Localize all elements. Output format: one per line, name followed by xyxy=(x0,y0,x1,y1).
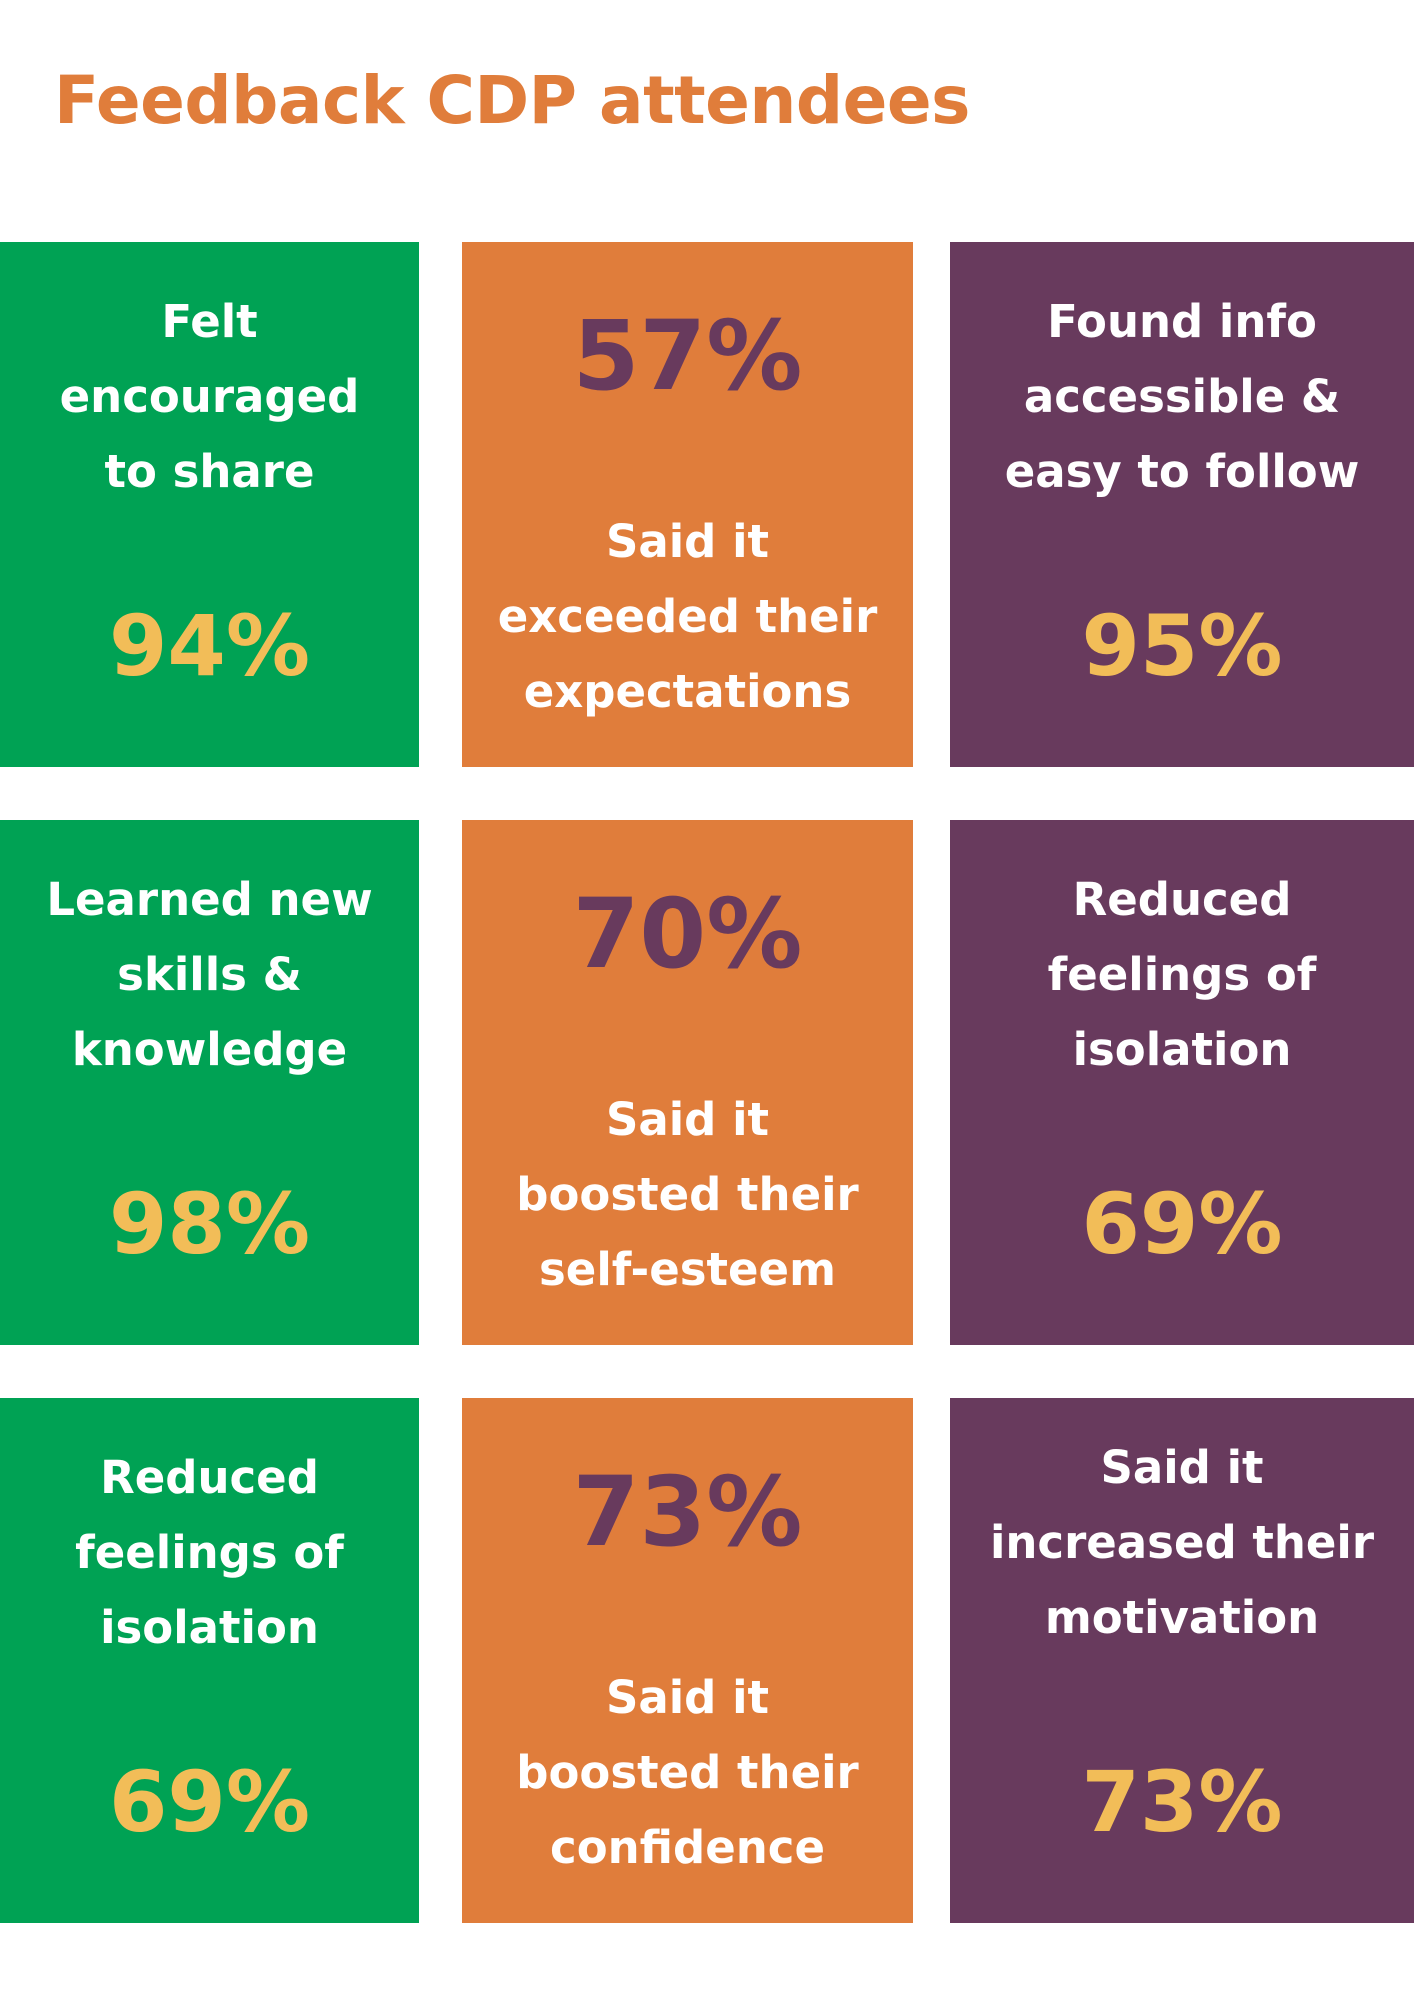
stat-label-line: isolation xyxy=(1072,1023,1292,1076)
stat-label-line: isolation xyxy=(100,1601,319,1654)
stat-value: 69% xyxy=(1081,1175,1283,1273)
stat-label: Said it boosted their self-esteem xyxy=(462,1082,913,1307)
stat-label-line: feelings of xyxy=(75,1526,344,1579)
stat-label-line: skills & xyxy=(117,948,302,1001)
stat-label-line: expectations xyxy=(523,665,852,718)
stat-tile-boosted-confidence: 73% Said it boosted their confidence xyxy=(462,1398,913,1923)
stat-label-line: accessible & xyxy=(1023,370,1341,423)
stat-label: Felt encouraged to share xyxy=(0,284,419,509)
stat-label-line: motivation xyxy=(1044,1591,1320,1644)
page-title: Feedback CDP attendees xyxy=(54,62,970,139)
stat-label-line: Said it xyxy=(605,1671,769,1724)
stat-label-line: confidence xyxy=(550,1821,825,1874)
stat-label: Said it increased their motivation xyxy=(950,1430,1414,1655)
stat-label-line: easy to follow xyxy=(1004,445,1360,498)
stat-label-line: Felt xyxy=(161,295,258,348)
stat-label: Said it boosted their confidence xyxy=(462,1660,913,1885)
stat-label-line: self-esteem xyxy=(539,1243,836,1296)
stat-value: 70% xyxy=(572,878,803,990)
stat-label-line: encouraged xyxy=(59,370,360,423)
stat-label-line: Said it xyxy=(605,515,769,568)
stat-tile-encouraged-to-share: Felt encouraged to share 94% xyxy=(0,242,419,767)
stat-label: Reduced feelings of isolation xyxy=(0,1440,419,1665)
stat-value: 95% xyxy=(1081,597,1283,695)
stat-label-line: to share xyxy=(104,445,315,498)
stat-value: 98% xyxy=(108,1175,311,1273)
stat-label-line: increased their xyxy=(989,1516,1375,1569)
stat-label-line: exceeded their xyxy=(497,590,878,643)
stat-tile-learned-new-skills: Learned new skills & knowledge 98% xyxy=(0,820,419,1345)
stat-label-line: Said it xyxy=(1100,1441,1264,1494)
stat-label-line: Reduced xyxy=(1072,873,1292,926)
stat-label-line: Found info xyxy=(1047,295,1317,348)
stat-tile-increased-motivation: Said it increased their motivation 73% xyxy=(950,1398,1414,1923)
stat-label: Reduced feelings of isolation xyxy=(950,862,1414,1087)
stat-value: 69% xyxy=(108,1753,311,1851)
stat-label-line: Learned new xyxy=(46,873,373,926)
stat-tile-reduced-isolation: Reduced feelings of isolation 69% xyxy=(950,820,1414,1345)
stat-value: 57% xyxy=(572,300,803,412)
stat-tile-reduced-isolation: Reduced feelings of isolation 69% xyxy=(0,1398,419,1923)
stat-label: Found info accessible & easy to follow xyxy=(950,284,1414,509)
stat-label-line: Reduced xyxy=(100,1451,319,1504)
stat-label: Learned new skills & knowledge xyxy=(0,862,419,1087)
stat-tile-boosted-self-esteem: 70% Said it boosted their self-esteem xyxy=(462,820,913,1345)
stat-value: 73% xyxy=(1081,1753,1283,1851)
stat-label: Said it exceeded their expectations xyxy=(462,504,913,729)
stat-label-line: knowledge xyxy=(71,1023,348,1076)
stat-tile-info-accessible: Found info accessible & easy to follow 9… xyxy=(950,242,1414,767)
stat-label-line: feelings of xyxy=(1047,948,1317,1001)
stat-tile-exceeded-expectations: 57% Said it exceeded their expectations xyxy=(462,242,913,767)
stat-label-line: Said it xyxy=(605,1093,769,1146)
stat-label-line: boosted their xyxy=(516,1168,859,1221)
stat-value: 73% xyxy=(572,1456,803,1568)
stat-label-line: boosted their xyxy=(516,1746,859,1799)
stat-value: 94% xyxy=(108,597,311,695)
